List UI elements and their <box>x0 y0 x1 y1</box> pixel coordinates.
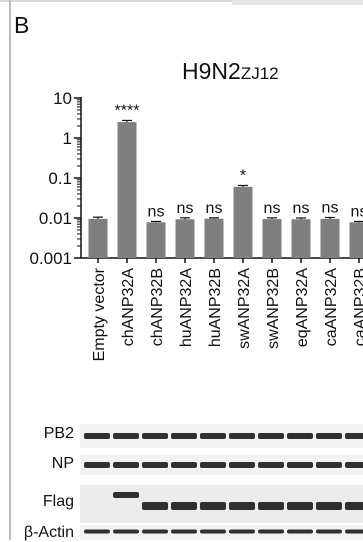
blot-band <box>229 433 255 439</box>
blot-label: PB2 <box>44 425 74 443</box>
x-tick-label: swANP32B <box>265 268 282 349</box>
blot-band <box>142 433 168 439</box>
blot-band <box>229 530 255 534</box>
blot-band <box>287 433 313 439</box>
blot-band <box>345 502 363 510</box>
blot-band <box>258 530 284 534</box>
significance-label: ns <box>264 200 281 217</box>
blot-band <box>113 492 139 498</box>
blot-band <box>345 462 363 468</box>
x-tick-label: huANP32B <box>207 268 224 347</box>
y-tick-label: 0.001 <box>29 249 72 268</box>
significance-label: ns <box>148 203 165 220</box>
blot-label: Flag <box>43 493 74 511</box>
blot-band <box>84 433 110 439</box>
blot-band <box>316 462 342 468</box>
x-tick-label: chANP32B <box>149 268 166 346</box>
blot-band <box>171 433 197 439</box>
blot-bands <box>80 525 363 540</box>
y-tick-label: 10 <box>53 89 72 108</box>
blot-band <box>345 433 363 439</box>
blot-band <box>287 502 313 510</box>
x-tick-label: caANP32B <box>352 268 363 346</box>
blot-band <box>142 462 168 468</box>
blot-band <box>258 433 284 439</box>
blot-band <box>113 433 139 439</box>
blot-band <box>113 462 139 468</box>
x-tick-label: Empty vector <box>91 267 108 361</box>
blot-band <box>171 530 197 534</box>
bar-swANP32B <box>263 219 282 258</box>
bar-Empty vector <box>89 219 108 258</box>
significance-label: **** <box>115 102 140 119</box>
blot-band <box>84 530 110 534</box>
y-tick-label: 0.1 <box>48 169 72 188</box>
blot-strip <box>80 485 363 523</box>
bar-caANP32A <box>321 219 340 258</box>
significance-label: ns <box>177 200 194 217</box>
bar-caANP32B <box>350 222 363 258</box>
blot-band <box>345 530 363 534</box>
blot-band <box>142 502 168 510</box>
blot-band <box>142 530 168 534</box>
blot-band <box>229 502 255 510</box>
blot-band <box>84 462 110 468</box>
significance-label: ns <box>351 203 363 220</box>
blot-strip <box>80 525 363 540</box>
x-tick-label: huANP32A <box>178 268 195 347</box>
significance-label: * <box>240 167 246 184</box>
blot-band <box>258 462 284 468</box>
bar-eqANP32A <box>292 219 311 258</box>
blot-label: NP <box>52 455 74 473</box>
blot-band <box>287 462 313 468</box>
significance-label: ns <box>322 199 339 216</box>
blot-strip <box>80 455 363 475</box>
blot-bands <box>80 424 363 448</box>
blot-band <box>316 433 342 439</box>
bar-chANP32B <box>147 222 166 258</box>
significance-label: ns <box>206 200 223 217</box>
blot-band <box>258 502 284 510</box>
significance-label: ns <box>293 200 310 217</box>
x-tick-label: caANP32A <box>323 268 340 347</box>
blot-band <box>229 462 255 468</box>
x-tick-label: eqANP32A <box>294 268 311 347</box>
blot-bands <box>80 485 363 523</box>
x-tick-label: swANP32A <box>236 268 253 349</box>
y-tick-label: 0.01 <box>39 209 72 228</box>
bar-chANP32A <box>118 122 137 258</box>
blot-strip <box>80 424 363 448</box>
x-tick-label: chANP32A <box>120 268 137 347</box>
blot-band <box>287 530 313 534</box>
blot-band <box>200 433 226 439</box>
blot-band <box>171 502 197 510</box>
bar-huANP32A <box>176 219 195 258</box>
blot-band <box>113 530 139 534</box>
blot-bands <box>80 455 363 475</box>
blot-band <box>316 502 342 510</box>
blot-band <box>200 462 226 468</box>
bar-swANP32A <box>234 187 253 258</box>
blot-band <box>200 530 226 534</box>
blot-band <box>171 462 197 468</box>
y-tick-label: 1 <box>63 129 72 148</box>
blot-band <box>316 530 342 534</box>
bar-huANP32B <box>205 219 224 258</box>
blot-label: β-Actin <box>24 524 74 542</box>
blot-band <box>200 502 226 510</box>
